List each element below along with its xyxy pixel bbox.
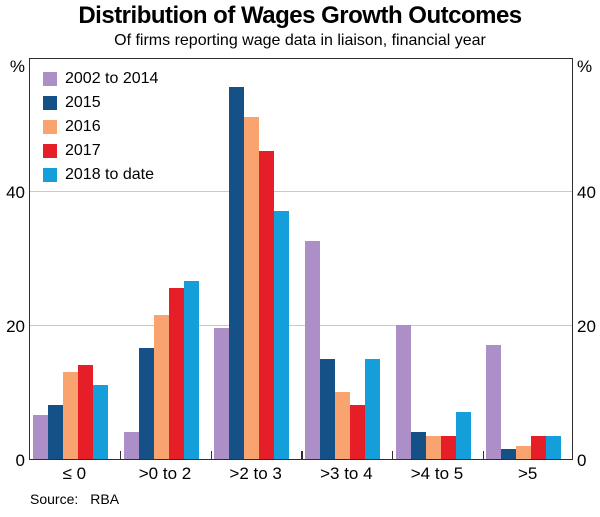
bar-2016-cat1: [153, 314, 169, 459]
bar-2015-cat5: [501, 448, 517, 459]
bar-2018-to-date-cat4: [455, 412, 471, 459]
bar-2015-cat1: [138, 348, 154, 459]
legend-swatch-icon: [43, 120, 57, 134]
legend-item-2002-to-2014: 2002 to 2014: [43, 67, 158, 91]
bar-2016-cat5: [516, 445, 532, 459]
legend-swatch-icon: [43, 72, 57, 86]
bar-2018-to-date-cat0: [93, 385, 108, 459]
bar-2002-to-2014-cat2: [214, 328, 230, 459]
bar-2002-to-2014-cat1: [123, 432, 139, 459]
category-boundary-tick: [301, 451, 303, 459]
chart-subtitle: Of firms reporting wage data in liaison,…: [114, 32, 486, 49]
bar-2017-cat0: [78, 365, 93, 459]
source-value: RBA: [90, 491, 120, 507]
bar-2017-cat5: [531, 435, 547, 459]
chart-title: Distribution of Wages Growth Outcomes: [78, 2, 522, 29]
legend-swatch-icon: [43, 168, 57, 182]
bar-2015-cat0: [48, 405, 63, 459]
x-category-label: >2 to 3: [229, 464, 282, 483]
bar-2018-to-date-cat1: [183, 281, 199, 459]
y-axis-unit-right: %: [577, 57, 593, 76]
x-category-label: >3 to 4: [320, 464, 373, 483]
category-boundary-tick: [210, 451, 213, 459]
y-tick-label-right-0: 0: [577, 451, 587, 470]
legend-item-2018-to-date: 2018 to date: [43, 163, 158, 187]
bar-2015-cat2: [229, 87, 245, 459]
category-boundary-tick: [391, 451, 394, 459]
x-category-label: >5: [517, 464, 538, 483]
y-axis-unit-left: %: [9, 57, 25, 76]
bar-2016-cat3: [335, 392, 350, 459]
y-tick-label-left-40: 40: [6, 183, 25, 202]
legend-item-2017: 2017: [43, 139, 158, 163]
legend: 2002 to 2014 2015 2016 2017 2018 to date: [43, 67, 158, 187]
category-boundary-tick: [482, 451, 485, 459]
gridline-20: [30, 324, 572, 326]
legend-swatch-icon: [43, 144, 57, 158]
source-note: Source: RBA: [30, 491, 119, 507]
y-tick-label-left-20: 20: [6, 317, 25, 336]
y-tick-label-right-20: 20: [577, 317, 596, 336]
legend-label: 2018 to date: [65, 166, 154, 183]
x-category-label: >4 to 5: [410, 464, 464, 483]
bar-2018-to-date-cat5: [546, 435, 562, 459]
bar-2018-to-date-cat2: [274, 211, 290, 459]
y-tick-label-left-0: 0: [15, 451, 25, 470]
bar-2017-cat3: [350, 405, 365, 459]
legend-label: 2016: [65, 118, 101, 135]
bar-2016-cat0: [63, 371, 78, 459]
legend-item-2015: 2015: [43, 91, 158, 115]
bar-2002-to-2014-cat5: [486, 345, 502, 459]
gridline-40: [30, 190, 572, 192]
bar-2002-to-2014-cat4: [395, 325, 411, 459]
legend-label: 2017: [65, 142, 101, 159]
legend-label: 2002 to 2014: [65, 70, 159, 87]
bar-2002-to-2014-cat0: [33, 415, 48, 459]
x-category-label: >0 to 2: [138, 464, 192, 483]
bar-2017-cat1: [168, 288, 184, 459]
x-category-label: ≤ 0: [62, 464, 87, 483]
legend-item-2016: 2016: [43, 115, 158, 139]
bar-2015-cat3: [320, 358, 335, 459]
bar-2017-cat4: [440, 435, 456, 459]
bar-2016-cat4: [425, 435, 441, 459]
bar-2017-cat2: [259, 150, 275, 459]
legend-swatch-icon: [43, 96, 57, 110]
y-tick-label-right-40: 40: [577, 183, 596, 202]
legend-label: 2015: [65, 94, 101, 111]
bar-2015-cat4: [410, 432, 426, 459]
bar-2018-to-date-cat3: [365, 358, 380, 459]
plot-area: 2002 to 2014 2015 2016 2017 2018 to date: [29, 58, 573, 460]
bar-2002-to-2014-cat3: [305, 241, 320, 459]
source-label: Source:: [30, 491, 79, 507]
bar-2016-cat2: [244, 117, 260, 459]
category-boundary-tick: [119, 451, 122, 459]
